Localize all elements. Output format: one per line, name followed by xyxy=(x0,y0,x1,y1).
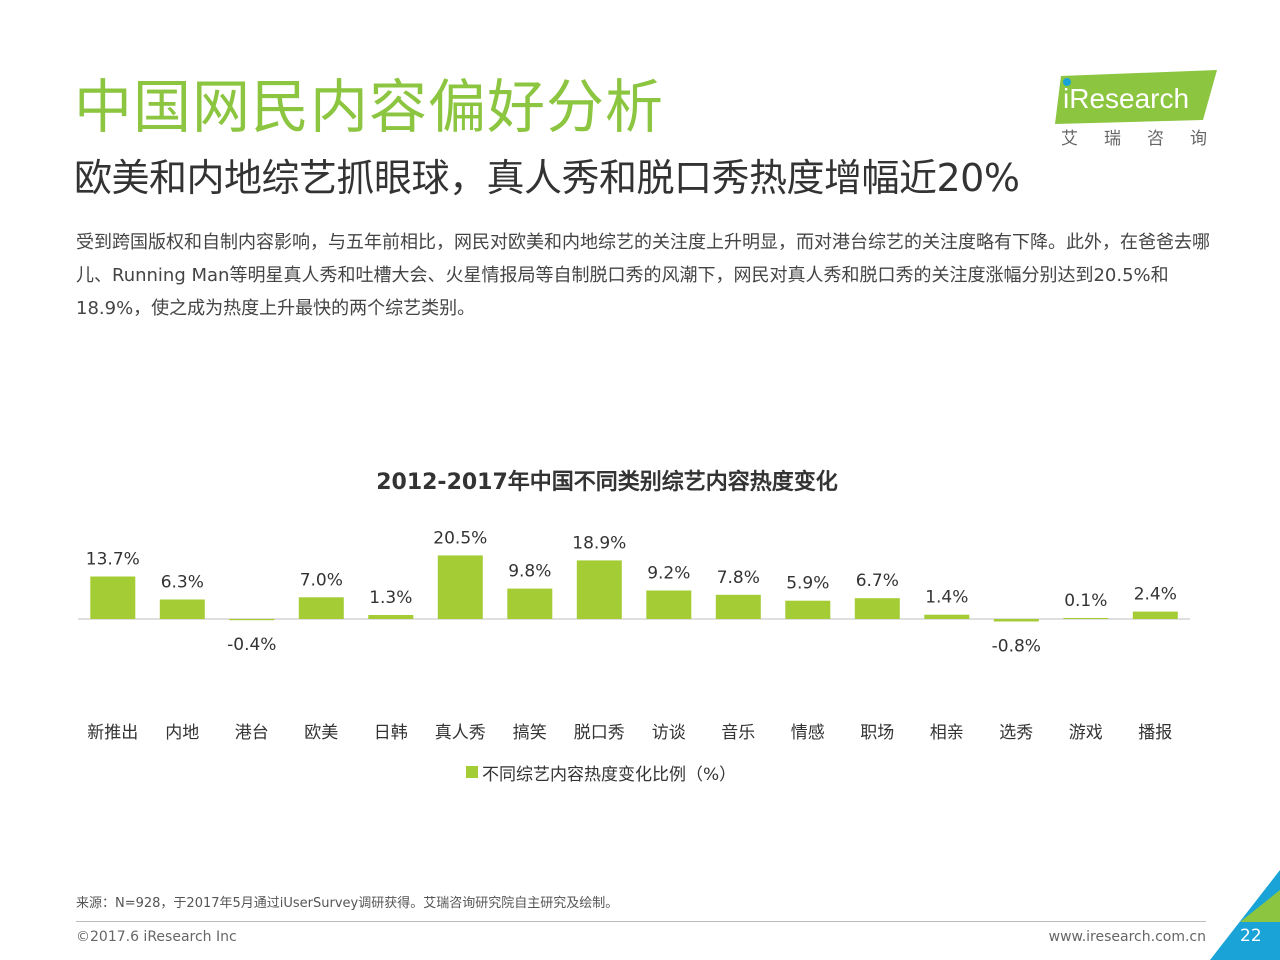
data-label-8: 9.2% xyxy=(647,564,690,584)
website-link[interactable]: www.iresearch.com.cn xyxy=(1048,929,1206,945)
bar-15 xyxy=(1132,611,1178,619)
corner-accent-icon xyxy=(1210,870,1280,960)
data-label-7: 18.9% xyxy=(572,533,626,553)
category-label-14: 游戏 xyxy=(1069,723,1103,743)
data-label-2: -0.4% xyxy=(227,635,276,655)
data-label-3: 7.0% xyxy=(300,570,343,590)
data-label-10: 5.9% xyxy=(786,574,829,594)
summary-paragraph: 受到跨国版权和自制内容影响，与五年前相比，网民对欧美和内地综艺的关注度上升明显，… xyxy=(76,232,1210,319)
chart-title: 2012-2017年中国不同类别综艺内容热度变化 xyxy=(376,470,838,495)
bar-8 xyxy=(646,590,692,619)
footer-divider xyxy=(76,921,1206,922)
category-label-7: 脱口秀 xyxy=(574,723,625,743)
bar-12 xyxy=(924,614,970,619)
bar-13 xyxy=(993,619,1039,622)
category-label-4: 日韩 xyxy=(374,723,408,743)
bar-4 xyxy=(368,615,414,619)
category-label-5: 真人秀 xyxy=(435,723,486,743)
page-subtitle: 欧美和内地综艺抓眼球，真人秀和脱口秀热度增幅近20% xyxy=(74,156,1020,200)
category-label-9: 音乐 xyxy=(721,723,755,743)
data-label-15: 2.4% xyxy=(1134,585,1177,605)
bar-7 xyxy=(576,560,622,619)
bar-10 xyxy=(785,600,831,619)
bar-11 xyxy=(854,598,900,619)
bar-14 xyxy=(1063,618,1109,619)
data-label-6: 9.8% xyxy=(508,562,551,582)
bar-chart: 13.7% 新推出 6.3% 内地 -0.4% 港台 7.0% 欧美 1.3% 日韩 20.5% 真人… xyxy=(78,528,1190,743)
data-label-4: 1.3% xyxy=(369,588,412,608)
legend-swatch xyxy=(466,766,478,778)
logo-subtitle: 艾瑞咨询 xyxy=(1061,129,1233,149)
data-label-12: 1.4% xyxy=(925,588,968,608)
data-label-5: 20.5% xyxy=(433,528,487,548)
data-label-9: 7.8% xyxy=(717,568,760,588)
chart-legend: 不同综艺内容热度变化比例（%） xyxy=(466,760,737,785)
logo-banner-icon: iResearch xyxy=(1055,70,1217,124)
data-label-11: 6.7% xyxy=(856,571,899,591)
category-label-8: 访谈 xyxy=(652,723,686,743)
category-label-3: 欧美 xyxy=(304,723,338,743)
category-label-2: 港台 xyxy=(235,723,269,743)
source-note: 来源：N=928，于2017年5月通过iUserSurvey调研获得。艾瑞咨询研… xyxy=(76,896,619,911)
page-title: 中国网民内容偏好分析 xyxy=(74,73,665,141)
data-label-0: 13.7% xyxy=(86,550,140,570)
logo-wordmark: iResearch xyxy=(1063,83,1189,114)
bar-2 xyxy=(229,619,275,621)
category-label-11: 职场 xyxy=(860,723,894,743)
category-label-10: 情感 xyxy=(791,723,825,743)
bar-6 xyxy=(507,588,553,619)
category-label-1: 内地 xyxy=(165,723,199,743)
category-label-15: 播报 xyxy=(1138,723,1172,743)
category-label-13: 选秀 xyxy=(999,723,1033,743)
data-label-13: -0.8% xyxy=(992,637,1041,657)
page-number: 22 xyxy=(1240,926,1262,946)
data-label-1: 6.3% xyxy=(161,573,204,593)
legend-label: 不同综艺内容热度变化比例（%） xyxy=(482,764,737,785)
bar-0 xyxy=(90,576,136,619)
copyright-text: ©2017.6 iResearch Inc xyxy=(76,929,237,945)
category-label-0: 新推出 xyxy=(87,723,138,743)
bar-9 xyxy=(715,594,761,619)
data-label-14: 0.1% xyxy=(1064,591,1107,611)
iresearch-logo: iResearch 艾瑞咨询 xyxy=(1055,68,1225,152)
bar-3 xyxy=(298,597,344,619)
category-label-6: 搞笑 xyxy=(513,723,547,743)
bar-1 xyxy=(159,599,205,619)
category-label-12: 相亲 xyxy=(930,723,964,743)
bar-5 xyxy=(437,555,483,619)
